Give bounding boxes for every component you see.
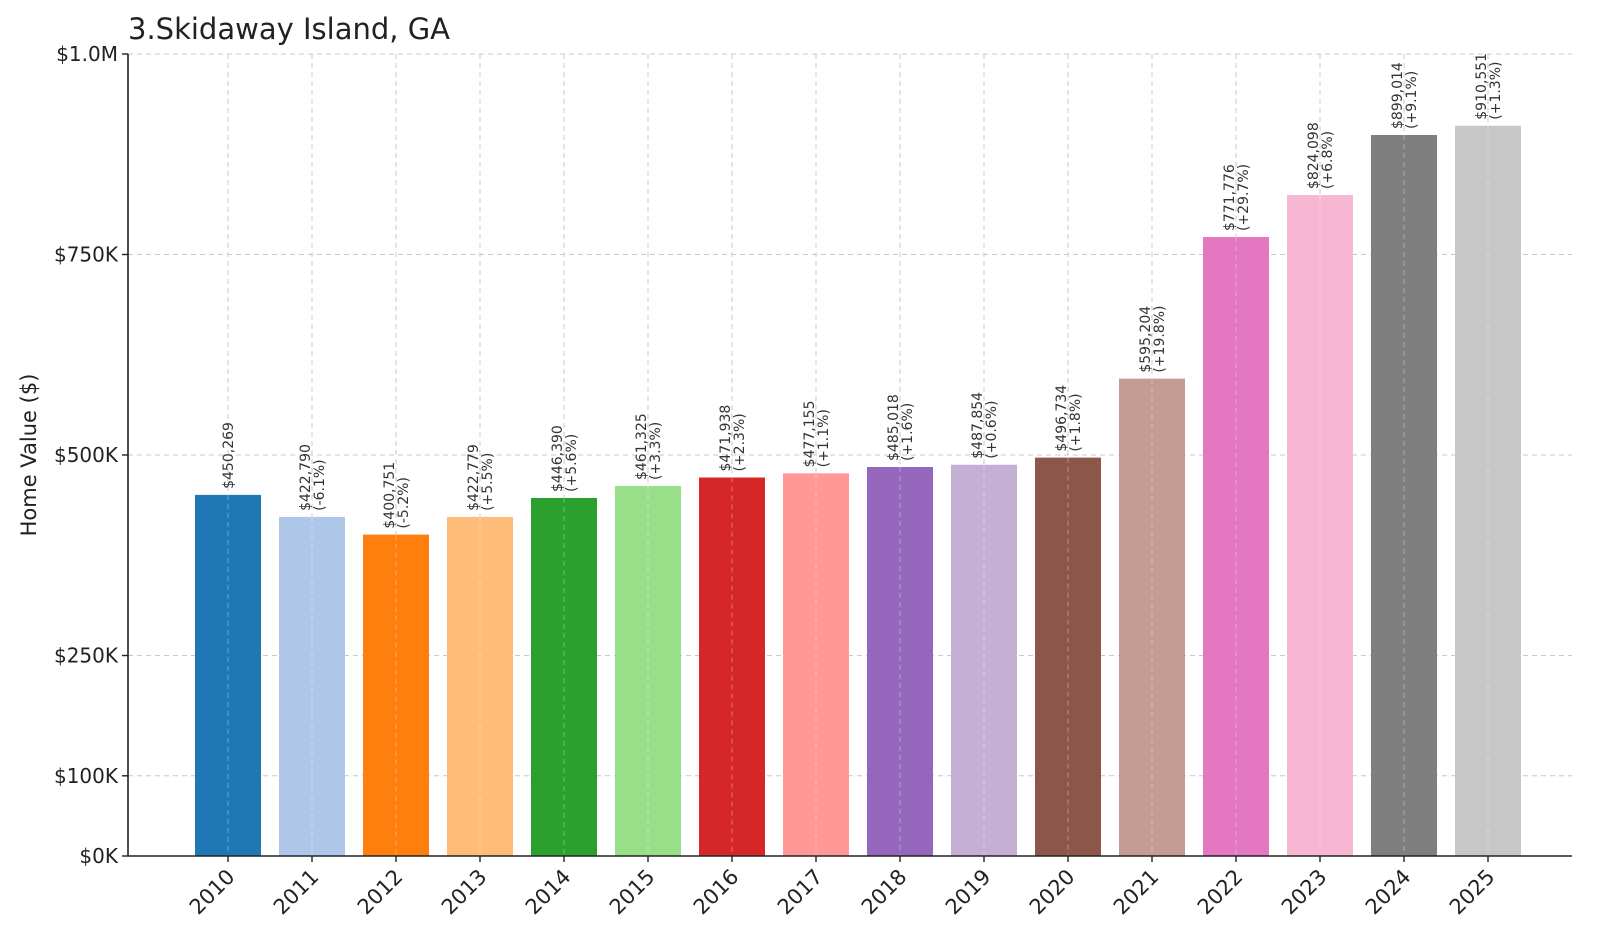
x-tick-label: 2013 — [437, 865, 492, 920]
change-label: (-6.1%) — [312, 459, 328, 511]
bar-2021 — [1119, 378, 1185, 856]
x-tick-label: 2020 — [1025, 865, 1080, 920]
y-axis-label: Home Value ($) — [17, 374, 41, 537]
change-label: (+5.5%) — [480, 453, 496, 511]
bar-2019 — [951, 464, 1017, 856]
y-tick-label: $100K — [54, 764, 119, 788]
bar-2010 — [195, 494, 261, 856]
change-label: (+5.6%) — [564, 434, 580, 492]
change-label: (+3.3%) — [648, 422, 664, 480]
x-tick-label: 2025 — [1445, 865, 1500, 920]
y-tick-label: $250K — [54, 644, 119, 668]
y-ticks: $0K $100K $250K $500K $750K $1.0M — [54, 42, 128, 868]
x-tick-label: 2014 — [521, 865, 576, 920]
y-tick-label: $0K — [79, 844, 118, 868]
bar-2013 — [447, 516, 513, 856]
value-label: $471,938 — [718, 405, 734, 472]
x-tick-label: 2021 — [1109, 865, 1164, 920]
bar-2016 — [699, 477, 765, 856]
x-tick-label: 2018 — [857, 865, 912, 920]
bar-2023 — [1287, 195, 1353, 856]
value-label: $595,204 — [1138, 306, 1154, 373]
x-tick-label: 2015 — [605, 865, 660, 920]
change-label: (+9.1%) — [1404, 71, 1420, 129]
change-label: (+19.8%) — [1152, 306, 1168, 373]
bar-2015 — [615, 486, 681, 856]
x-tick-label: 2010 — [185, 865, 240, 920]
bar-2025 — [1455, 125, 1521, 856]
x-tick-label: 2011 — [269, 865, 324, 920]
value-label: $477,155 — [802, 401, 818, 468]
change-label: (-5.2%) — [396, 477, 412, 529]
value-label: $422,790 — [298, 444, 314, 511]
x-tick-label: 2017 — [773, 865, 828, 920]
chart-title: 3.Skidaway Island, GA — [128, 12, 451, 46]
bar-2017 — [783, 473, 849, 856]
bar-2011 — [279, 516, 345, 856]
bars — [195, 125, 1521, 856]
x-tick-label: 2024 — [1361, 865, 1416, 920]
x-ticks: 2010 2011 2012 2013 2014 2015 2016 2017 2018 2019… — [185, 856, 1500, 919]
y-tick-label: $1.0M — [56, 42, 118, 66]
change-label: (+1.6%) — [900, 403, 916, 461]
bar-2022 — [1203, 237, 1269, 856]
value-label: $910,551 — [1474, 53, 1490, 120]
value-label: $400,751 — [382, 462, 398, 529]
change-label: (+1.3%) — [1488, 62, 1504, 120]
x-tick-label: 2022 — [1193, 865, 1248, 920]
value-label: $824,098 — [1306, 122, 1322, 189]
value-label: $485,018 — [886, 394, 902, 461]
value-label: $771,776 — [1222, 164, 1238, 231]
x-tick-label: 2012 — [353, 865, 408, 920]
change-label: (+1.1%) — [816, 409, 832, 467]
change-label: (+0.6%) — [984, 401, 1000, 459]
data-labels: $450,269 $422,790(-6.1%) $400,751(-5.2%) $4… — [221, 53, 1504, 529]
bar-2012 — [363, 534, 429, 856]
y-tick-label: $500K — [54, 443, 119, 467]
change-label: (+29.7%) — [1236, 164, 1252, 231]
change-label: (+6.8%) — [1320, 131, 1336, 189]
value-label: $899,014 — [1390, 62, 1406, 129]
bar-2024 — [1371, 134, 1437, 856]
bar-2014 — [531, 497, 597, 856]
change-label: (+2.3%) — [732, 413, 748, 471]
x-tick-label: 2019 — [941, 865, 996, 920]
value-label: $487,854 — [970, 392, 986, 459]
value-label: $446,390 — [550, 425, 566, 492]
value-label: $450,269 — [221, 422, 237, 489]
bar-2020 — [1035, 457, 1101, 856]
value-label: $422,779 — [466, 444, 482, 511]
bar-2018 — [867, 467, 933, 856]
x-tick-label: 2023 — [1277, 865, 1332, 920]
value-label: $496,734 — [1054, 385, 1070, 452]
y-tick-label: $750K — [54, 243, 119, 267]
change-label: (+1.8%) — [1068, 393, 1084, 451]
x-tick-label: 2016 — [689, 865, 744, 920]
value-label: $461,325 — [634, 413, 650, 480]
